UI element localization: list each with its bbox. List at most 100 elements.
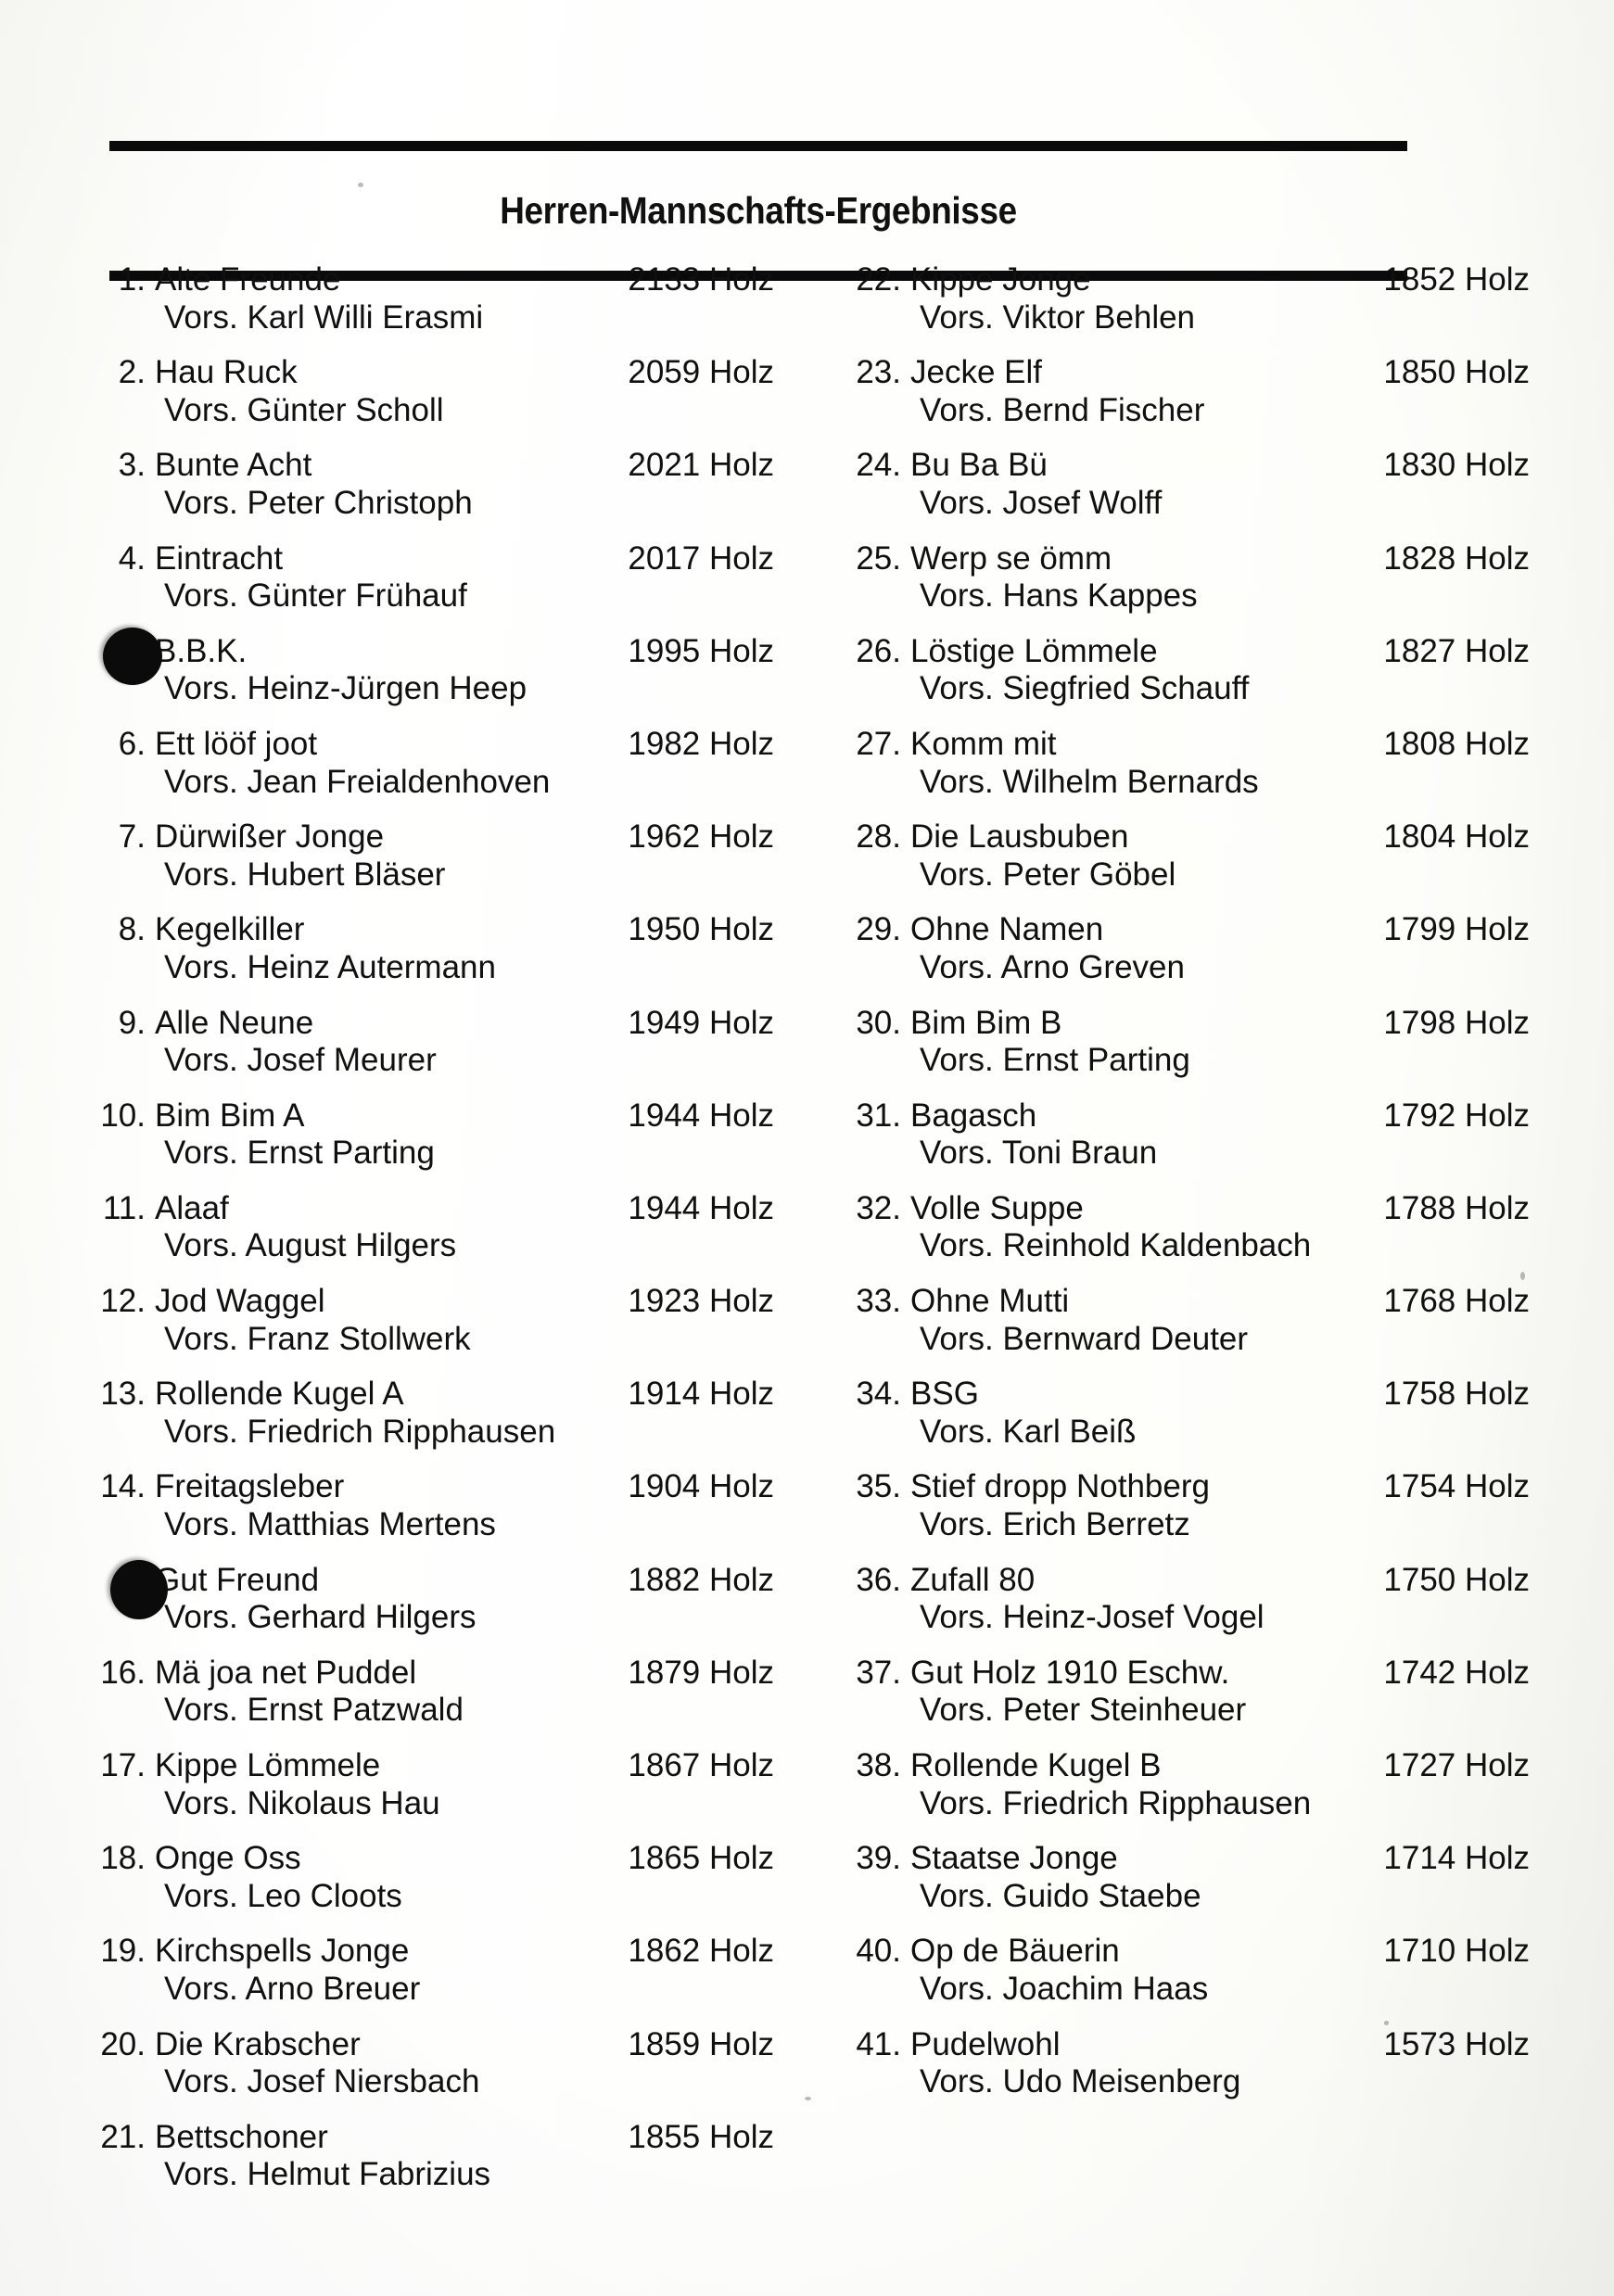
result-entry: 36. Zufall 80 1750 Holz Vors. Heinz-Josef V… [844, 1562, 1530, 1637]
result-score: 1754 Holz [1383, 1468, 1530, 1505]
result-score: 2021 Holz [628, 447, 774, 484]
result-team-name: Kippe Jonge [910, 261, 1091, 298]
result-entry: 3. Bunte Acht 2021 Holz Vors. Peter Christo… [88, 447, 774, 522]
result-entry-main-line: 18. Onge Oss 1865 Holz [88, 1840, 774, 1878]
result-rank: 40. [856, 1933, 901, 1970]
result-entry: 25. Werp se ömm 1828 Holz Vors. Hans Kappes [844, 540, 1530, 615]
result-score: 1879 Holz [628, 1654, 774, 1691]
result-team-name: Ett lööf joot [155, 725, 318, 762]
result-entry-main-line: 6. Ett lööf joot 1982 Holz [88, 726, 774, 764]
result-chairperson: Vors. Karl Beiß [920, 1413, 1137, 1450]
page-title: Herren-Mannschafts-Ergebnisse [500, 189, 1017, 233]
result-rank: 35. [856, 1468, 901, 1505]
result-score: 2017 Holz [628, 539, 774, 577]
result-entry-main-line: 20. Die Krabscher 1859 Holz [88, 2026, 774, 2064]
result-chairperson: Vors. Reinhold Kaldenbach [920, 1227, 1312, 1264]
result-score: 1852 Holz [1383, 261, 1530, 298]
result-chairperson: Vors. Peter Christoph [164, 484, 473, 521]
result-rank: 18. [100, 1840, 146, 1877]
result-chairperson: Vors. Peter Steinheuer [920, 1692, 1247, 1729]
result-team-name: Die Krabscher [155, 2025, 361, 2062]
result-chairperson: Vors. Bernd Fischer [920, 391, 1205, 428]
result-rank: 3. [118, 447, 146, 484]
result-chairperson: Vors. Toni Braun [920, 1135, 1158, 1172]
results-columns: 1. Alte Freunde 2133 Holz Vors. Karl Willi … [0, 261, 1614, 2192]
result-entry-main-line: 34. BSG 1758 Holz [844, 1376, 1530, 1414]
result-team-name: Kegelkiller [155, 911, 305, 948]
result-entry-main-line: .B.B.K.1995 Holz [88, 633, 774, 671]
result-team-name: Alle Neune [155, 1004, 314, 1041]
result-entry-main-line: 2. Hau Ruck 2059 Holz [88, 354, 774, 392]
result-rank: 17. [100, 1747, 146, 1783]
result-entry: 21. Bettschoner 1855 Holz Vors. Helmut Fabr… [88, 2119, 774, 2194]
result-team-name: Onge Oss [155, 1840, 301, 1877]
result-score: 1982 Holz [628, 725, 774, 762]
result-score: 1768 Holz [1383, 1283, 1530, 1320]
result-score: 1859 Holz [628, 2025, 774, 2062]
result-rank: 25. [856, 539, 901, 577]
result-team-name: Hau Ruck [155, 354, 298, 391]
result-score: 1855 Holz [628, 2118, 774, 2155]
result-entry: 27. Komm mit 1808 Holz Vors. Wilhelm Bernar… [844, 726, 1530, 801]
result-score: 1799 Holz [1383, 911, 1530, 948]
result-entry: 2. Hau Ruck 2059 Holz Vors. Günter Scholl [88, 354, 774, 429]
result-entry: 32. Volle Suppe 1788 Holz Vors. Reinhold Ka… [844, 1190, 1530, 1265]
result-chairperson: Vors. Gerhard Hilgers [164, 1599, 477, 1636]
ink-blot-artifact [110, 1559, 168, 1619]
result-entry: 40. Op de Bäuerin 1710 Holz Vors. Joachim H… [844, 1933, 1530, 2008]
result-rank: 41. [856, 2025, 901, 2062]
result-entry: 1. Alte Freunde 2133 Holz Vors. Karl Willi … [88, 261, 774, 336]
result-score: 1828 Holz [1383, 539, 1530, 577]
result-entry: 4. Eintracht 2017 Holz Vors. Günter Frühauf [88, 540, 774, 615]
result-entry-main-line: 28. Die Lausbuben 1804 Holz [844, 818, 1530, 856]
result-entry: 14. Freitagsleber 1904 Holz Vors. Matthias … [88, 1468, 774, 1543]
result-chairperson: Vors. Jean Freialdenhoven [164, 763, 551, 800]
result-entry: 30. Bim Bim B 1798 Holz Vors. Ernst Parting [844, 1005, 1530, 1080]
result-entry-main-line: 24. Bu Ba Bü 1830 Holz [844, 447, 1530, 485]
result-entry-main-line: 13. Rollende Kugel A 1914 Holz [88, 1376, 774, 1414]
result-chairperson: Vors. Karl Willi Erasmi [164, 298, 484, 336]
result-team-name: Zufall 80 [910, 1561, 1036, 1598]
result-chairperson: Vors. Arno Greven [920, 948, 1185, 985]
result-entry-main-line: 35. Stief dropp Nothberg 1754 Holz [844, 1468, 1530, 1506]
result-entry: 12. Jod Waggel 1923 Holz Vors. Franz Stollw… [88, 1283, 774, 1358]
result-entry: 35. Stief dropp Nothberg 1754 Holz Vors. Er… [844, 1468, 1530, 1543]
result-entry: 26. Löstige Lömmele 1827 Holz Vors. Siegfri… [844, 633, 1530, 708]
result-rank: 4. [118, 539, 146, 577]
result-chairperson: Vors. Udo Meisenberg [920, 2063, 1241, 2100]
result-chairperson: Vors. Heinz Autermann [164, 948, 496, 985]
result-score: 2059 Holz [628, 354, 774, 391]
result-rank: 30. [856, 1004, 901, 1041]
result-entry-main-line: 1. Alte Freunde 2133 Holz [88, 261, 774, 299]
result-score: 1798 Holz [1383, 1004, 1530, 1041]
result-rank: 22. [856, 261, 901, 298]
result-chairperson: Vors. Bernward Deuter [920, 1320, 1249, 1357]
result-entry-main-line: 37. Gut Holz 1910 Eschw. 1742 Holz [844, 1655, 1530, 1693]
result-entry-main-line: 27. Komm mit 1808 Holz [844, 726, 1530, 764]
result-chairperson: Vors. Viktor Behlen [920, 298, 1196, 336]
result-entry-main-line: 22. Kippe Jonge 1852 Holz [844, 261, 1530, 299]
result-chairperson: Vors. Friedrich Ripphausen [920, 1784, 1312, 1821]
result-team-name: Ohne Namen [910, 911, 1104, 948]
result-entry: 34. BSG 1758 Holz Vors. Karl Beiß [844, 1376, 1530, 1451]
result-entry: 17. Kippe Lömmele 1867 Holz Vors. Nikolaus … [88, 1747, 774, 1822]
result-entry: 7. Dürwißer Jonge 1962 Holz Vors. Hubert Bl… [88, 818, 774, 894]
result-chairperson: Vors. Hans Kappes [920, 577, 1198, 615]
result-rank: 12. [100, 1283, 146, 1320]
result-team-name: Werp se ömm [910, 539, 1112, 577]
header-rule-top [109, 141, 1407, 151]
result-entry-main-line: 17. Kippe Lömmele 1867 Holz [88, 1747, 774, 1785]
result-rank: 36. [856, 1561, 901, 1598]
result-entry-main-line: 32. Volle Suppe 1788 Holz [844, 1190, 1530, 1228]
result-entry: 18. Onge Oss 1865 Holz Vors. Leo Cloots [88, 1840, 774, 1915]
result-score: 1944 Holz [628, 1097, 774, 1134]
result-team-name: Bim Bim A [155, 1097, 305, 1134]
result-entry-main-line: 3. Bunte Acht 2021 Holz [88, 447, 774, 485]
result-score: 1710 Holz [1383, 1933, 1530, 1970]
result-chairperson: Vors. Wilhelm Bernards [920, 763, 1259, 800]
result-score: 1727 Holz [1383, 1747, 1530, 1783]
result-entry: 41. Pudelwohl 1573 Holz Vors. Udo Meisenber… [844, 2026, 1530, 2101]
result-rank: 34. [856, 1376, 901, 1413]
